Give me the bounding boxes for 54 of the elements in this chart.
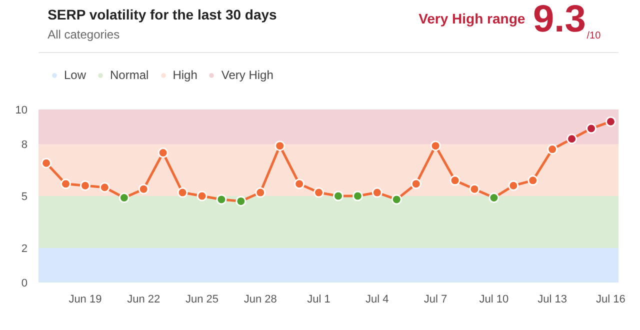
- point: [177, 187, 188, 198]
- point: [605, 116, 616, 127]
- x-tick-label: Jun 25: [185, 294, 219, 306]
- point: [314, 187, 324, 198]
- x-tick-label: Jul 7: [424, 294, 448, 306]
- legend-label: High: [172, 68, 198, 82]
- x-tick-label: Jul 1: [307, 294, 330, 306]
- point: [216, 194, 227, 205]
- legend-label: Normal: [110, 68, 149, 82]
- y-tick-label: 10: [15, 104, 28, 116]
- x-tick-label: Jul 16: [596, 294, 626, 306]
- point: [430, 140, 441, 152]
- point: [488, 192, 500, 203]
- point: [80, 180, 90, 191]
- point: [236, 196, 246, 206]
- text: /10: [586, 30, 602, 42]
- x-tick-label: Jul 13: [538, 294, 568, 306]
- point: [450, 175, 460, 186]
- point: [99, 182, 110, 193]
- point: [469, 184, 480, 194]
- point: [352, 190, 363, 202]
- text: 9.3: [533, 0, 586, 40]
- x-tick-label: Jul 4: [366, 294, 389, 306]
- legend-label: Low: [64, 68, 86, 82]
- point: [547, 144, 558, 155]
- point: [410, 178, 422, 190]
- point: [586, 123, 596, 134]
- point: [196, 190, 208, 202]
- text: Very High range: [418, 10, 526, 26]
- point: [332, 190, 344, 202]
- point: [118, 192, 130, 203]
- chart-subtitle: All categories: [48, 28, 120, 42]
- y-tick-label: 8: [21, 139, 28, 152]
- point: [41, 158, 52, 168]
- point: [566, 134, 578, 144]
- chart-title: SERP volatility for the last 30 days: [48, 6, 278, 22]
- x-tick-label: Jun 19: [68, 294, 102, 306]
- point: [60, 178, 71, 190]
- y-tick-label: 2: [21, 242, 28, 255]
- x-tick-label: Jun 28: [244, 294, 277, 306]
- point: [508, 180, 519, 191]
- legend-label: Very High: [221, 68, 274, 82]
- point: [158, 148, 168, 158]
- point: [528, 175, 538, 186]
- point: [391, 194, 402, 205]
- y-tick-label: 0: [21, 278, 28, 290]
- point: [255, 187, 266, 198]
- y-tick-label: 5: [21, 191, 28, 203]
- point: [138, 184, 149, 194]
- x-tick-label: Jun 22: [127, 294, 160, 306]
- point: [294, 178, 305, 190]
- point: [274, 140, 286, 152]
- point: [372, 187, 382, 198]
- x-tick-label: Jul 10: [479, 294, 509, 306]
